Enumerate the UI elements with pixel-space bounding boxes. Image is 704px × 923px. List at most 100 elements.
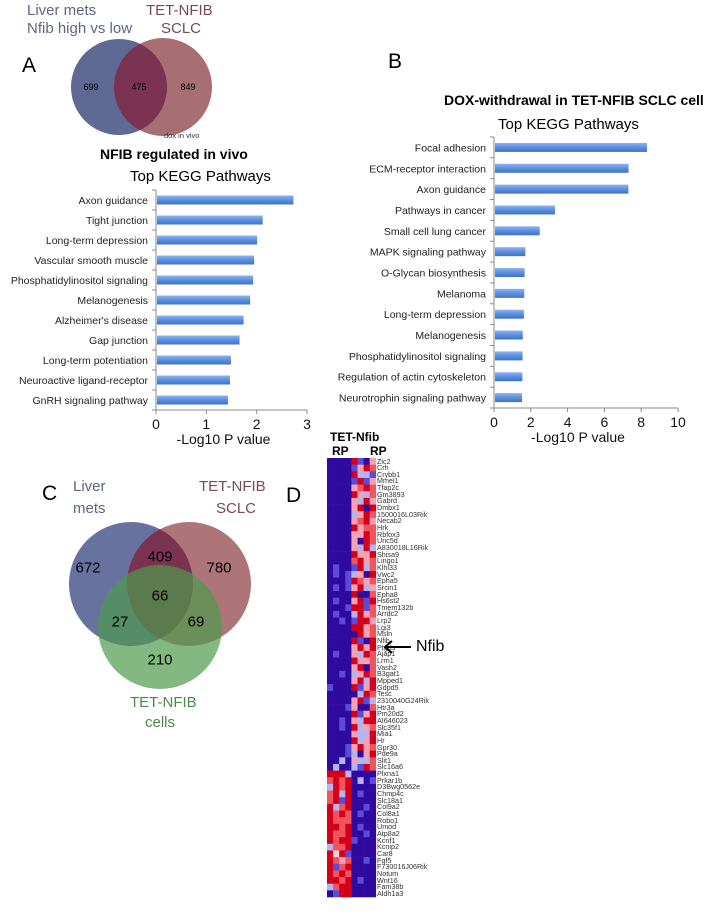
heatmap-cell (339, 471, 346, 479)
heatmap-cell (345, 870, 352, 878)
heatmap-cell (345, 630, 352, 638)
venn-c-s12-count: 409 (147, 548, 173, 566)
heatmap-cell (339, 531, 346, 539)
heatmap-cell (357, 730, 364, 738)
heatmap-cell (327, 830, 334, 838)
heatmap-cell (327, 617, 334, 625)
heatmap-cell (333, 477, 340, 485)
heatmap-cell (351, 730, 358, 738)
heatmap-cell (345, 810, 352, 818)
heatmap-cell (351, 817, 358, 825)
heatmap-cell (327, 850, 334, 858)
venn-a-set1-label-line1: Liver mets (27, 2, 97, 19)
heatmap-cell (363, 870, 370, 878)
x-tick-label: 0 (152, 416, 160, 432)
panel-letter-d: D (286, 484, 302, 507)
heatmap-cell (351, 750, 358, 758)
heatmap-cell (345, 777, 352, 785)
heatmap-cell (363, 704, 370, 712)
heatmap-cell (327, 710, 334, 718)
gene-label: Atp8a2 (377, 828, 400, 838)
heatmap-cell (351, 724, 358, 732)
heatmap-cell (357, 810, 364, 818)
gene-label: Vash2 (377, 662, 397, 672)
heatmap-cell (357, 657, 364, 665)
heatmap-cell (339, 491, 346, 499)
heatmap-cell (357, 803, 364, 811)
heatmap-cell (345, 551, 352, 559)
category-label: Phosphatidylinositol signaling (11, 275, 148, 287)
heatmap-cell (333, 557, 340, 565)
heatmap-cell (357, 664, 364, 672)
heatmap-cell (357, 670, 364, 678)
heatmap-cell (357, 684, 364, 692)
heatmap-cell (345, 604, 352, 612)
heatmap-cell (363, 684, 370, 692)
heatmap-cell (351, 630, 358, 638)
heatmap-cell (369, 744, 377, 751)
heatmap-cell (339, 584, 346, 592)
heatmap-cell (333, 710, 340, 718)
heatmap-cell (369, 511, 377, 519)
heatmap-cell (351, 571, 358, 579)
heatmap-cell (339, 717, 346, 725)
heatmap-cell (345, 597, 352, 605)
heatmap-cell (351, 684, 358, 692)
heatmap-cell (333, 504, 340, 512)
heatmap-cell (327, 763, 334, 771)
heatmap-cell (333, 850, 340, 858)
category-label: Pathways in cancer (395, 205, 487, 217)
gene-label: Umod (377, 822, 397, 832)
heatmap-cell (351, 770, 358, 778)
heatmap-cell (363, 650, 370, 658)
venn-c-set1-label-line2: mets (73, 500, 106, 517)
heatmap-cell (333, 724, 340, 732)
heatmap-cell (327, 471, 334, 479)
heatmap-cell (369, 610, 377, 618)
heatmap-cell (369, 830, 377, 838)
heatmap-group-label-rp-tet-nfib: RP (370, 444, 387, 458)
heatmap-cell (363, 597, 370, 605)
heatmap-cell (351, 537, 358, 545)
heatmap-cell (345, 770, 352, 778)
x-tick-label: 2 (527, 414, 535, 430)
bar-6 (157, 315, 244, 325)
heatmap-cell (351, 497, 358, 505)
heatmap-cell (351, 557, 358, 565)
heatmap-cell (351, 803, 358, 811)
heatmap-cell (339, 870, 346, 878)
gene-label: Necab2 (377, 516, 402, 526)
heatmap-cell (333, 591, 340, 598)
heatmap-cell (333, 803, 340, 811)
heatmap-cell (369, 710, 377, 718)
venn-c-set2-label-line1: TET-NFIB (199, 478, 266, 495)
heatmap-cell (351, 870, 358, 878)
heatmap-cell (345, 750, 352, 758)
heatmap-cell (369, 870, 377, 878)
heatmap-cell (333, 657, 340, 665)
heatmap-cell (369, 877, 377, 884)
heatmap-cell (345, 744, 352, 751)
heatmap-cell (333, 877, 340, 884)
heatmap-cell (363, 630, 370, 638)
gene-label: 1500016L03Rik (377, 509, 428, 519)
heatmap-cell (339, 617, 346, 625)
heatmap-cell (363, 797, 370, 805)
heatmap-cell (345, 504, 352, 512)
bar-4 (157, 275, 254, 285)
heatmap-cell (333, 544, 340, 552)
chart-b-title: DOX-withdrawal in TET-NFIB SCLC cells (444, 92, 704, 108)
heatmap-cell (363, 830, 370, 838)
heatmap-cell (363, 484, 370, 492)
heatmap-cell (351, 863, 358, 871)
x-tick-label: 8 (637, 414, 645, 430)
heatmap-cell (327, 803, 334, 811)
heatmap-cell (333, 817, 340, 825)
heatmap-title: TET-Nfib (330, 430, 380, 444)
heatmap-cell (345, 484, 352, 492)
gene-label: AI646023 (377, 715, 408, 725)
heatmap-cell (345, 677, 352, 685)
heatmap-cell (357, 637, 364, 645)
heatmap-cell (333, 604, 340, 612)
heatmap-cell (339, 477, 346, 485)
